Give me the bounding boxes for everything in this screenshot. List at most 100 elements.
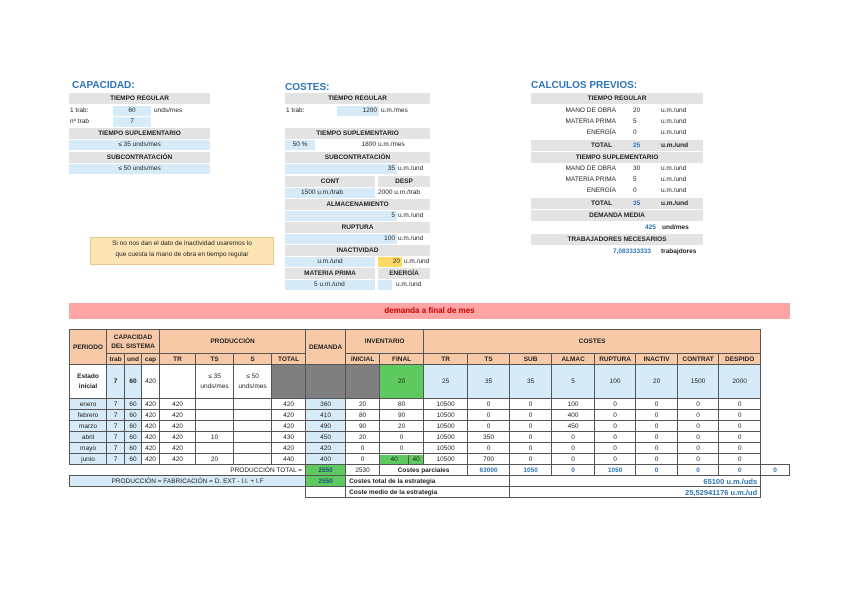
costes-desp-value: 2000 u.m./trab bbox=[378, 189, 420, 196]
cell-ts: 10 bbox=[195, 431, 235, 443]
cell-cdesp: 0 bbox=[718, 442, 762, 454]
previos-row-label: ENERGÍA bbox=[586, 129, 616, 136]
cell-ccont: 0 bbox=[677, 431, 720, 443]
table-row: enero 7 60 420 420 420 360 20 80 10500 0 0 100 0 0 0 0 bbox=[69, 398, 790, 410]
cell-cdesp: 0 bbox=[718, 431, 762, 443]
capacidad-trab-value: 60 bbox=[113, 106, 151, 116]
estado-final: 20 bbox=[379, 364, 425, 399]
costes-sub-header: SUBCONTRATACIÓN bbox=[285, 152, 430, 163]
cell-ctr: 10500 bbox=[423, 442, 469, 454]
h-calm: ALMAC bbox=[551, 353, 596, 365]
costes-tr-header: TIEMPO REGULAR bbox=[285, 93, 430, 104]
cell-csub: 0 bbox=[509, 442, 553, 454]
prod-total-label: PRODUCCIÓN TOTAL = bbox=[69, 464, 307, 476]
inactividad-note: Si no nos dan el dato de inactividad usa… bbox=[90, 237, 274, 265]
cell-calm: 450 bbox=[551, 420, 596, 432]
cell-dem: 410 bbox=[305, 409, 347, 421]
previos-row-unit: u.m./und bbox=[661, 107, 687, 114]
previos-row-label: MATERIA PRIMA bbox=[565, 118, 616, 125]
cell-tr: 420 bbox=[159, 431, 197, 443]
cell-dem: 400 bbox=[305, 453, 347, 465]
estado-trab: 7 bbox=[106, 364, 125, 399]
costes-desp-header: DESP bbox=[378, 176, 430, 187]
cell-mes: enero bbox=[69, 398, 107, 410]
cell-calm: 0 bbox=[551, 453, 596, 465]
cell-s bbox=[233, 420, 273, 432]
formula-value: 2550 bbox=[305, 475, 347, 487]
previos-ts-rows: MANO DE OBRA 30 u.m./und MATERIA PRIMA 5 u.m.… bbox=[531, 164, 711, 197]
cell-tr: 420 bbox=[159, 420, 197, 432]
previos-row-unit: u.m./und bbox=[661, 187, 687, 194]
capacidad-trab-label: 1 trab: bbox=[70, 107, 89, 114]
medio-label: Coste medio de la estrategia bbox=[345, 486, 511, 498]
capacidad-ntrab-value: 7 bbox=[113, 117, 151, 127]
capacidad-ntrab-label: nº trab bbox=[70, 118, 89, 125]
total-label: Costes total de la estrategia bbox=[345, 475, 511, 487]
costes-tr-value: 1200 bbox=[337, 106, 379, 116]
cell-tr: 420 bbox=[159, 398, 197, 410]
cell-tr: 420 bbox=[159, 442, 197, 454]
previos-row: MATERIA PRIMA 5 u.m./und bbox=[531, 175, 711, 186]
cell-und: 60 bbox=[124, 398, 142, 410]
medio-empty-2 bbox=[305, 486, 347, 498]
cell-fin: 90 bbox=[379, 409, 425, 421]
cell-dem: 420 bbox=[305, 442, 347, 454]
previos-dm-row: 425 und/mes bbox=[645, 224, 689, 231]
previos-tr-total: TOTAL 25 u.m./und bbox=[531, 140, 703, 151]
cell-total: 420 bbox=[271, 442, 307, 454]
cell-und: 60 bbox=[124, 420, 142, 432]
cell-ini: 80 bbox=[345, 409, 381, 421]
costes-alm-value: 5 bbox=[285, 211, 397, 221]
table-row: abril 7 60 420 420 10 430 450 20 0 10500 350 0 0 0 0 0 0 bbox=[69, 431, 790, 443]
h-inventario: INVENTARIO bbox=[345, 329, 425, 354]
cell-ini: 0 bbox=[345, 442, 381, 454]
capacidad-title: CAPACIDAD: bbox=[72, 80, 135, 91]
cell-cap: 420 bbox=[140, 409, 161, 421]
capacidad-tr-header: TIEMPO REGULAR bbox=[69, 93, 210, 104]
table-row: junio 7 60 420 420 20 440 400 0 40 40 10500 700 0 0 0 0 0… bbox=[69, 453, 790, 465]
estado-label: Estado inicial bbox=[69, 364, 107, 399]
estado-crup: 100 bbox=[594, 364, 637, 399]
cell-calm: 0 bbox=[551, 431, 596, 443]
cell-csub: 0 bbox=[509, 420, 553, 432]
cell-cts: 700 bbox=[467, 453, 511, 465]
previos-ts-header: TIEMPO SUPLEMENTARIO bbox=[531, 152, 703, 163]
cell-csub: 0 bbox=[509, 453, 553, 465]
cell-cinact: 0 bbox=[635, 453, 679, 465]
costes-cont-value: 1500 u.m./trab bbox=[285, 188, 375, 198]
cell-mes: febrero bbox=[69, 409, 107, 421]
cell-ctr: 10500 bbox=[423, 453, 469, 465]
cell-cts: 0 bbox=[467, 420, 511, 432]
h-produccion: PRODUCCIÓN bbox=[159, 329, 307, 354]
h-total: TOTAL bbox=[271, 353, 307, 365]
h-inicial: INICIAL bbox=[345, 353, 381, 365]
costes-rup-header: RUPTURA bbox=[285, 222, 430, 233]
cell-cts: 0 bbox=[467, 398, 511, 410]
cell-crup: 0 bbox=[594, 431, 637, 443]
costes-inact-unit1: u.m./und bbox=[285, 257, 375, 267]
cell-s bbox=[233, 442, 273, 454]
previos-row-value: 0 bbox=[633, 187, 637, 194]
previos-row-value: 30 bbox=[633, 165, 641, 172]
cell-ts bbox=[195, 442, 235, 454]
cell-crup: 0 bbox=[594, 409, 637, 421]
costes-inact-header: INACTIVIDAD bbox=[285, 245, 430, 256]
cell-cdesp: 0 bbox=[718, 453, 762, 465]
cell-trab: 7 bbox=[106, 442, 125, 454]
h-ccont: CONTRAT bbox=[677, 353, 720, 365]
h-capacidad: CAPACIDAD DEL SISTEMA bbox=[105, 329, 161, 354]
costes-inact-unit2: u.m./und bbox=[404, 258, 430, 265]
h-demanda: DEMANDA bbox=[305, 329, 347, 365]
cell-ctr: 10500 bbox=[423, 431, 469, 443]
estado-tr bbox=[159, 364, 197, 399]
cell-cap: 420 bbox=[140, 453, 161, 465]
estado-total bbox=[271, 364, 307, 399]
previos-row: MANO DE OBRA 20 u.m./und bbox=[531, 106, 711, 117]
previos-row-value: 0 bbox=[633, 129, 637, 136]
previos-tr-header: TIEMPO REGULAR bbox=[531, 93, 703, 104]
costes-mp-value: 5 u.m./und bbox=[285, 280, 375, 290]
cell-ts bbox=[195, 420, 235, 432]
previos-row-unit: u.m./und bbox=[661, 118, 687, 125]
note-line-1: Si no nos dan el dato de inactividad usa… bbox=[112, 240, 252, 247]
h-ctr: TR bbox=[423, 353, 469, 365]
